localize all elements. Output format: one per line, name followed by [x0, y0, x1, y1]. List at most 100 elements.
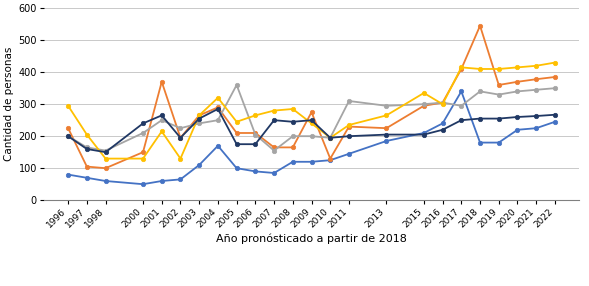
- Honduras: [289, 107, 296, 111]
- Nicaragua: [477, 117, 484, 120]
- El Salvador: [102, 166, 109, 170]
- Costa Rica: [477, 141, 484, 144]
- Guatemala: [383, 104, 390, 108]
- El Salvador: [327, 157, 334, 160]
- Honduras: [421, 91, 428, 95]
- Guatemala: [532, 88, 540, 92]
- Guatemala: [83, 146, 90, 149]
- Nicaragua: [327, 136, 334, 140]
- Nicaragua: [495, 117, 502, 120]
- Guatemala: [177, 126, 184, 130]
- Costa Rica: [551, 120, 558, 124]
- Costa Rica: [233, 166, 240, 170]
- Guatemala: [439, 101, 446, 104]
- Guatemala: [252, 133, 259, 136]
- Costa Rica: [140, 182, 147, 186]
- Costa Rica: [308, 160, 315, 164]
- Honduras: [65, 104, 72, 108]
- Honduras: [270, 109, 277, 112]
- Guatemala: [495, 93, 502, 96]
- Honduras: [308, 122, 315, 125]
- Nicaragua: [83, 147, 90, 151]
- Nicaragua: [439, 128, 446, 132]
- Nicaragua: [65, 134, 72, 138]
- Guatemala: [308, 134, 315, 138]
- Costa Rica: [421, 131, 428, 135]
- Nicaragua: [177, 136, 184, 140]
- Costa Rica: [289, 160, 296, 164]
- El Salvador: [65, 126, 72, 130]
- Honduras: [177, 157, 184, 160]
- Guatemala: [214, 118, 221, 122]
- Costa Rica: [65, 173, 72, 176]
- Honduras: [327, 136, 334, 140]
- Guatemala: [477, 90, 484, 93]
- Guatemala: [270, 149, 277, 152]
- Nicaragua: [458, 118, 465, 122]
- Nicaragua: [345, 134, 352, 138]
- Guatemala: [65, 134, 72, 138]
- Costa Rica: [458, 90, 465, 93]
- Costa Rica: [514, 128, 521, 132]
- Nicaragua: [140, 122, 147, 125]
- Costa Rica: [270, 171, 277, 175]
- Honduras: [514, 66, 521, 69]
- Nicaragua: [383, 133, 390, 136]
- Honduras: [102, 157, 109, 160]
- Honduras: [477, 67, 484, 71]
- Honduras: [196, 114, 203, 117]
- Guatemala: [458, 104, 465, 108]
- Honduras: [214, 96, 221, 100]
- El Salvador: [177, 136, 184, 140]
- Costa Rica: [158, 179, 166, 183]
- El Salvador: [345, 125, 352, 128]
- Guatemala: [158, 118, 166, 122]
- Guatemala: [327, 136, 334, 140]
- Y-axis label: Cantidad de personas: Cantidad de personas: [4, 47, 14, 161]
- Honduras: [345, 123, 352, 127]
- Nicaragua: [102, 150, 109, 154]
- El Salvador: [140, 150, 147, 154]
- El Salvador: [270, 146, 277, 149]
- Nicaragua: [196, 117, 203, 120]
- Costa Rica: [177, 178, 184, 181]
- Honduras: [551, 61, 558, 64]
- Honduras: [252, 114, 259, 117]
- El Salvador: [308, 110, 315, 114]
- Guatemala: [140, 131, 147, 135]
- X-axis label: Año pronósticado a partir de 2018: Año pronósticado a partir de 2018: [216, 234, 407, 245]
- Nicaragua: [270, 118, 277, 122]
- Costa Rica: [495, 141, 502, 144]
- Honduras: [458, 66, 465, 69]
- El Salvador: [233, 131, 240, 135]
- El Salvador: [439, 101, 446, 104]
- El Salvador: [252, 131, 259, 135]
- Costa Rica: [327, 158, 334, 162]
- Line: Costa Rica: Costa Rica: [66, 89, 557, 186]
- Nicaragua: [289, 120, 296, 124]
- Nicaragua: [252, 142, 259, 146]
- Nicaragua: [158, 114, 166, 117]
- Line: Honduras: Honduras: [66, 60, 557, 161]
- Line: Guatemala: Guatemala: [66, 83, 557, 153]
- Guatemala: [421, 102, 428, 106]
- Honduras: [383, 114, 390, 117]
- Nicaragua: [532, 114, 540, 118]
- Guatemala: [551, 86, 558, 90]
- El Salvador: [196, 114, 203, 117]
- Costa Rica: [532, 126, 540, 130]
- Costa Rica: [345, 152, 352, 156]
- Guatemala: [102, 149, 109, 152]
- El Salvador: [83, 165, 90, 168]
- Costa Rica: [102, 179, 109, 183]
- Costa Rica: [83, 176, 90, 180]
- Honduras: [233, 120, 240, 124]
- Costa Rica: [383, 139, 390, 143]
- Honduras: [83, 133, 90, 136]
- Guatemala: [514, 90, 521, 93]
- El Salvador: [289, 146, 296, 149]
- Honduras: [532, 64, 540, 67]
- Honduras: [158, 130, 166, 133]
- Nicaragua: [308, 118, 315, 122]
- El Salvador: [495, 83, 502, 87]
